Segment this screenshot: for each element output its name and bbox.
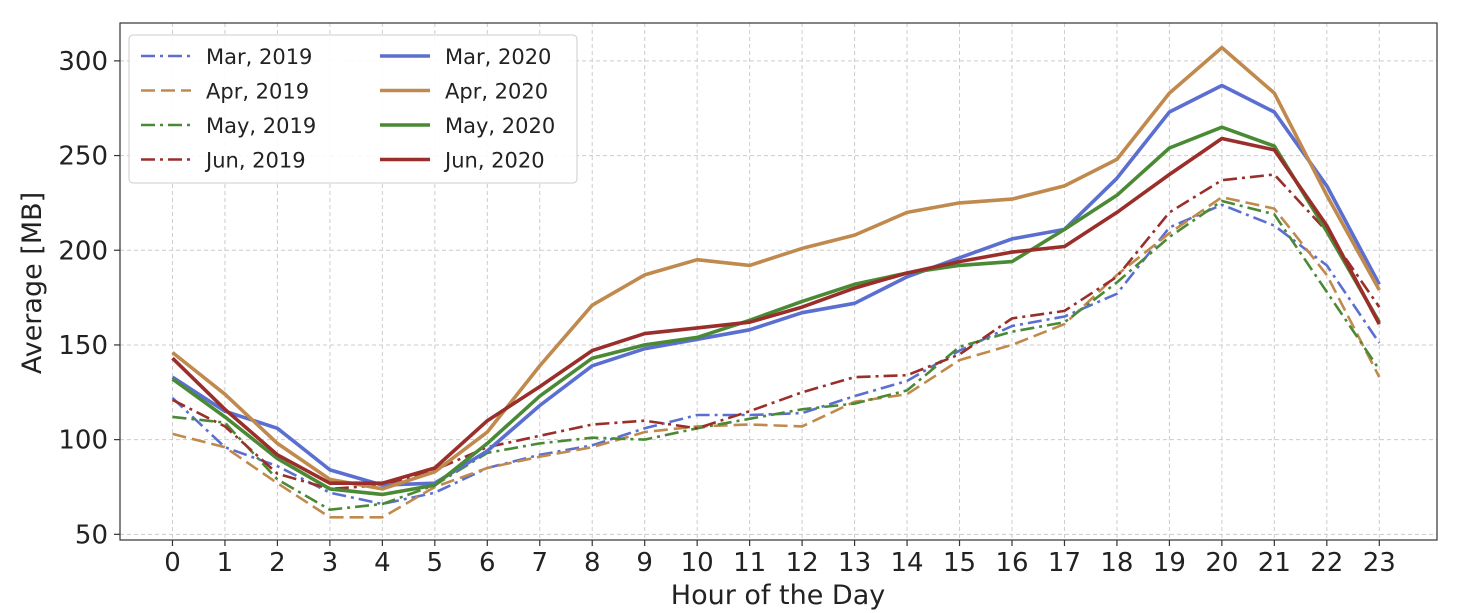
legend-label: Apr, 2020 xyxy=(445,80,548,104)
y-tick-label: 300 xyxy=(58,47,108,77)
plot-frame xyxy=(119,22,1438,541)
x-tick-label: 13 xyxy=(838,548,871,578)
y-tick-label: 200 xyxy=(58,236,108,266)
series-line-apr-2020 xyxy=(171,45,1381,491)
x-tick-label: 6 xyxy=(479,548,496,578)
legend-label: May, 2019 xyxy=(206,114,316,138)
series-line-apr-2019 xyxy=(172,195,1381,519)
legend-label: Apr, 2019 xyxy=(206,80,309,104)
y-tick-label: 100 xyxy=(58,426,108,456)
x-axis-label: Hour of the Day xyxy=(671,580,885,611)
x-tick-label: 1 xyxy=(217,548,234,578)
x-tick-label: 12 xyxy=(786,548,819,578)
series-line-jun-2020 xyxy=(171,136,1381,485)
series-line-mar-2019 xyxy=(171,203,1381,506)
legend-label: May, 2020 xyxy=(445,114,555,138)
y-tick-label: 150 xyxy=(58,331,108,361)
x-axis-ticks: 0 1 2 3 4 5 6 7 8 9 10 11 12 13 14 15 16 17 18 19 20 21 22 23 xyxy=(164,540,1396,578)
x-tick-label: 20 xyxy=(1205,548,1238,578)
legend-label: Jun, 2020 xyxy=(443,149,545,173)
x-tick-label: 4 xyxy=(374,548,391,578)
y-tick-label: 250 xyxy=(58,142,108,172)
x-tick-label: 7 xyxy=(531,548,548,578)
x-tick-label: 15 xyxy=(943,548,976,578)
x-tick-label: 8 xyxy=(584,548,601,578)
x-tick-label: 23 xyxy=(1363,548,1396,578)
series-line-may-2020 xyxy=(171,125,1381,497)
x-tick-label: 18 xyxy=(1100,548,1133,578)
series-line-may-2019 xyxy=(172,199,1381,511)
legend-label: Mar, 2019 xyxy=(206,45,312,69)
y-axis-label: Average [MB] xyxy=(17,192,48,374)
x-tick-label: 19 xyxy=(1153,548,1186,578)
x-tick-label: 16 xyxy=(995,548,1028,578)
x-tick-label: 3 xyxy=(322,548,339,578)
x-tick-label: 10 xyxy=(681,548,714,578)
x-tick-label: 2 xyxy=(269,548,286,578)
y-tick-label: 50 xyxy=(75,520,108,550)
series-line-jun-2019 xyxy=(171,173,1381,491)
y-axis-ticks: 50 100 150 200 250 300 xyxy=(58,47,120,550)
x-tick-label: 22 xyxy=(1310,548,1343,578)
x-tick-label: 11 xyxy=(733,548,766,578)
legend-box xyxy=(128,34,578,184)
x-tick-label: 17 xyxy=(1048,548,1081,578)
series-lines xyxy=(171,45,1381,519)
legend: Mar, 2019 Apr, 2019 May, 2019 Jun, 2019 Mar,… xyxy=(128,34,578,184)
x-tick-label: 5 xyxy=(427,548,444,578)
x-tick-label: 14 xyxy=(891,548,924,578)
x-tick-label: 0 xyxy=(164,548,181,578)
x-tick-label: 21 xyxy=(1258,548,1291,578)
legend-label: Jun, 2019 xyxy=(204,149,306,173)
legend-label: Mar, 2020 xyxy=(445,45,551,69)
x-tick-label: 9 xyxy=(636,548,653,578)
